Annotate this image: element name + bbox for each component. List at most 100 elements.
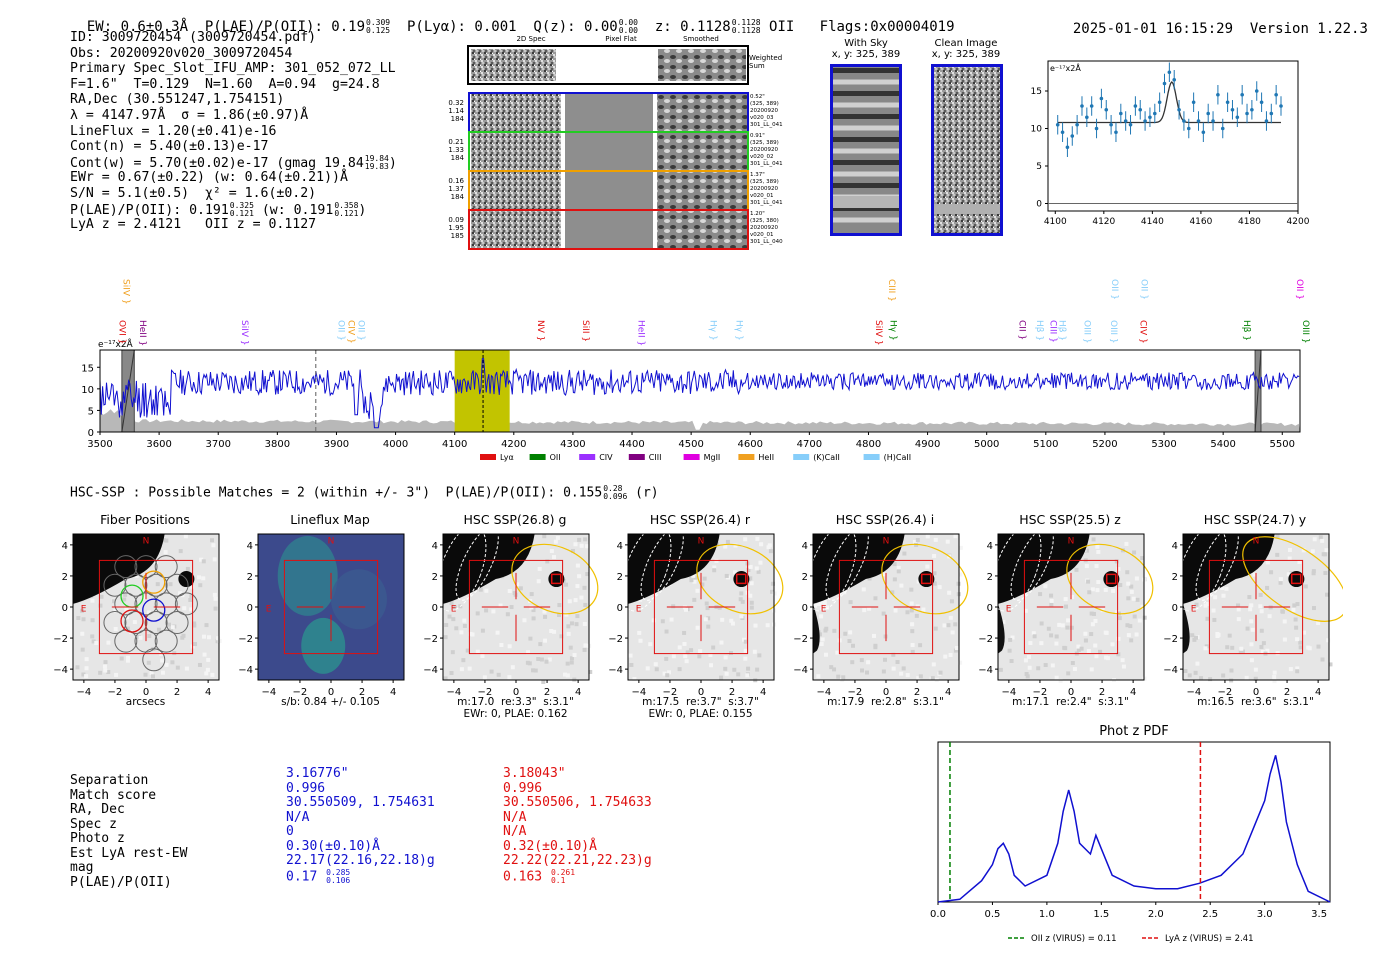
noise-pixel [733,543,738,548]
header-qz-lo: 0.00 [618,26,638,35]
panel-xtick-label: −4 [1001,687,1016,698]
spec-xtick-label: 5000 [974,439,999,450]
noise-pixel [832,667,837,672]
info-radec: RA,Dec (30.551247,1.754151) [70,92,285,108]
lineflux-blob [330,569,387,630]
zoom-data-point [1085,115,1089,120]
noise-pixel [443,635,448,640]
sky-stripe [832,114,900,119]
noise-pixel [1063,597,1068,602]
line-id-label: NV } [535,320,545,341]
noise-pixel [902,551,907,556]
hsc-title-band: (r) [635,485,659,501]
match-col1-hi: 0.285 [326,867,351,877]
photz-xtick-label: 1.5 [1093,909,1109,920]
noise-pixel [122,597,127,602]
noise-pixel [824,652,829,657]
bright-galaxy-extension [998,603,1005,654]
noise-pixel [160,670,165,675]
fiber-2d-spec [471,172,561,209]
bright-galaxy [628,534,720,604]
fiber-right-value: 301_LL_040 [750,239,783,245]
noise-pixel [1057,622,1062,627]
noise-pixel [1205,601,1210,606]
noise-pixel [1083,638,1088,643]
zoom-data-point [1152,111,1157,116]
noise-pixel [478,587,483,592]
noise-pixel [1076,644,1081,649]
noise-pixel [682,641,687,646]
panel-xtick-label: −2 [293,687,308,698]
noise-pixel [533,668,538,673]
noise-pixel [848,630,853,635]
match-value: N/A [503,809,527,825]
noise-pixel [525,660,530,665]
legend-oii-label: OII z (VIRUS) = 0.11 [1031,934,1117,944]
noise-pixel [866,660,871,665]
noise-pixel [660,619,665,624]
noise-pixel [948,615,953,620]
noise-pixel [724,573,729,578]
noise-pixel [882,572,887,577]
noise-pixel [918,674,923,679]
noise-pixel [163,550,168,555]
noise-pixel [704,601,709,606]
spec-xtick-label: 3800 [265,439,290,450]
noise-pixel [138,635,143,640]
match-value: 3.16776" [286,766,349,781]
hsc-title: HSC-SSP : Possible Matches = 2 (within +… [70,485,659,501]
panel-ytick-label: −2 [53,634,68,645]
noise-pixel [217,638,222,643]
noise-pixel [1039,641,1044,646]
hsc-panel: Fiber Positions N E 4 2 0 −2 −4 −4 −2 0 2 4 arcsecs [48,510,233,725]
zoom-data-point [1055,122,1060,127]
noise-pixel [547,657,552,662]
photz-xtick-label: 1.0 [1039,909,1055,920]
noise-pixel [772,591,777,596]
noise-pixel [1104,655,1109,660]
noise-pixel [873,645,878,650]
bright-galaxy [73,534,165,604]
panel-ytick-label: −2 [1163,634,1178,645]
fiber-pixel-flat [565,133,653,170]
noise-pixel [1193,670,1198,675]
spec-xtick-label: 4600 [738,439,763,450]
noise-pixel [164,538,169,543]
panel-ytick-label: −4 [423,665,438,676]
noise-pixel [757,653,762,658]
info-plae-w-lo: 0.121 [334,208,359,218]
noise-pixel [669,617,674,622]
noise-pixel [496,672,501,677]
hsc-panel-caption: m:17.9 re:2.8" s:3.1" [788,696,983,708]
noise-pixel [1212,617,1217,622]
noise-pixel [1046,626,1051,631]
panel-xtick-label: 4 [945,687,951,698]
noise-pixel [948,653,953,658]
noise-pixel [557,612,562,617]
noise-pixel [671,604,676,609]
hsc-panel-image: N E 4 2 0 −2 −4 −4 −2 0 2 4 [238,533,405,698]
catalog-ellipse [1010,532,1054,601]
photz-title: Phot z PDF [1099,724,1169,739]
noise-pixel [484,588,489,593]
fiber-2d-spec [471,133,561,170]
noise-pixel [1062,645,1067,650]
noise-pixel [1060,623,1065,628]
noise-pixel [770,589,775,594]
fiber-left-label: 0.16 1.37 184 [446,177,464,201]
noise-pixel [557,603,562,608]
noise-pixel [1225,645,1230,650]
noise-pixel [1259,628,1264,633]
info-contw: Cont(w) = 5.70(±0.02)e-17 (gmag 19.84 [70,155,364,171]
noise-pixel [872,633,877,638]
noise-pixel [1213,595,1218,600]
noise-pixel [749,605,754,610]
fiber-right-value: 301_LL_041 [750,161,783,167]
noise-pixel [692,597,697,602]
noise-pixel [914,613,919,618]
panel-ytick-label: 0 [62,603,68,614]
noise-pixel [946,623,951,628]
noise-pixel [1221,673,1226,678]
fiber-left-label: 0.32 1.14 184 [446,99,464,123]
panel-ytick-label: −2 [793,634,808,645]
